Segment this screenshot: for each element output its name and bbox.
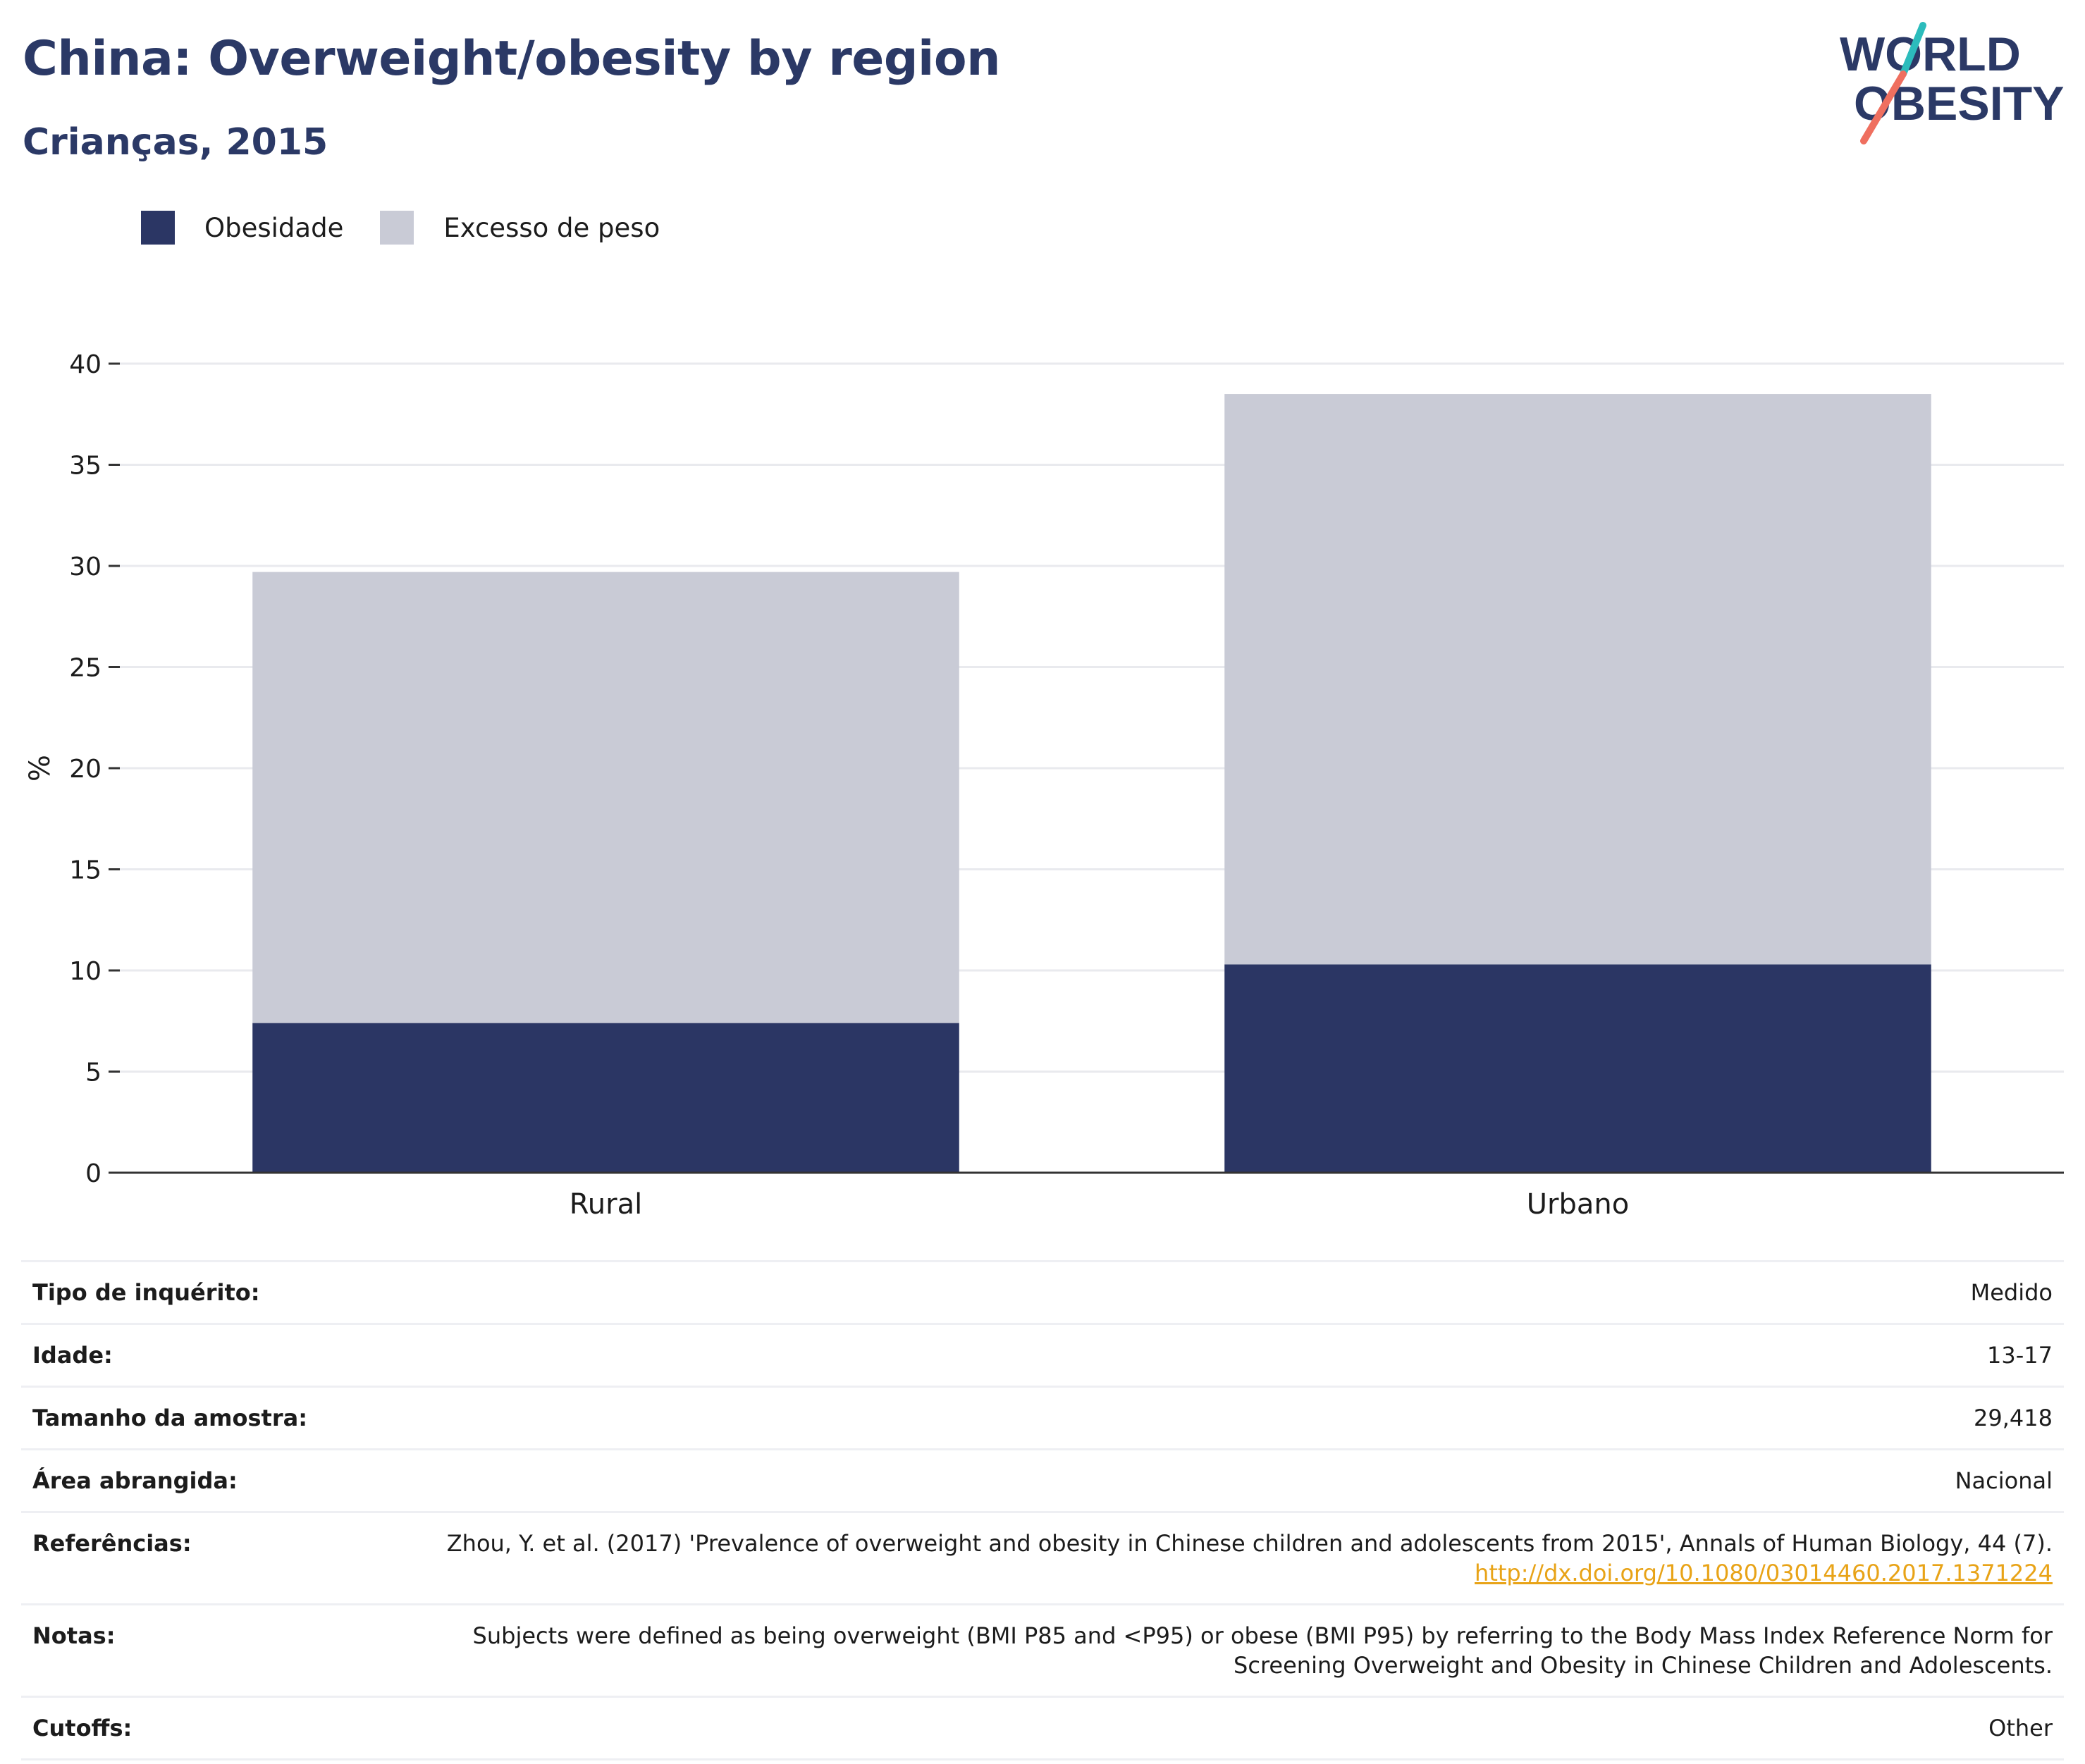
y-tick-label: 15 [69,856,102,885]
bar-obesity [1224,964,1931,1173]
meta-row-area: Área abrangida: Nacional [21,1448,2064,1512]
chart-legend: Obesidade Excesso de peso [141,208,696,247]
reference-doi-link[interactable]: http://dx.doi.org/10.1080/03014460.2017.… [1475,1560,2053,1586]
y-tick-label: 25 [69,654,102,683]
bar-overweight [252,572,959,1023]
meta-label: Cutoffs: [21,1696,410,1760]
legend-label-overweight: Excesso de peso [443,212,660,243]
reference-text: Zhou, Y. et al. (2017) 'Prevalence of ov… [446,1530,2053,1557]
meta-label: Idade: [21,1323,410,1387]
meta-value: 29,418 [410,1386,2064,1450]
meta-value: Other [410,1696,2064,1760]
meta-row-age: Idade: 13-17 [21,1323,2064,1387]
meta-value: Zhou, Y. et al. (2017) 'Prevalence of ov… [410,1511,2064,1605]
meta-value: Medido [410,1260,2064,1324]
meta-label: Área abrangida: [21,1448,410,1512]
meta-value: 13-17 [410,1323,2064,1387]
meta-row-sample-size: Tamanho da amostra: 29,418 [21,1386,2064,1450]
y-tick-label: 0 [85,1159,102,1188]
bar-obesity [252,1023,959,1173]
y-axis-label: % [24,755,56,782]
bar-overweight [1224,394,1931,965]
meta-row-notes: Notas: Subjects were defined as being ov… [21,1603,2064,1697]
y-tick-label: 35 [69,452,102,481]
meta-row-references: Referências: Zhou, Y. et al. (2017) 'Pre… [21,1511,2064,1605]
chart-title: China: Overweight/obesity by region [23,31,1001,87]
y-tick-label: 20 [69,755,102,784]
logo-line1: WORLD [1840,27,2021,81]
legend-swatch-obesity [141,211,175,245]
bar-chart: 0 5 10 15 20 25 30 35 40% Rural Urbano [24,350,2064,1221]
legend-item-obesity: Obesidade [141,211,343,245]
y-tick-label: 40 [69,350,102,379]
y-tick-label: 10 [69,957,102,986]
legend-item-overweight: Excesso de peso [380,211,660,245]
y-tick-label: 5 [85,1059,102,1087]
logo-slash-coral [1860,70,1907,144]
legend-label-obesity: Obesidade [204,212,344,243]
survey-metadata-table: Tipo de inquérito: Medido Idade: 13-17 T… [21,1260,2064,1760]
x-tick-label: Rural [570,1188,642,1221]
meta-value: Nacional [410,1448,2064,1512]
meta-label: Notas: [21,1603,410,1697]
y-tick-label: 30 [69,553,102,581]
world-obesity-logo: WORLD OBESITY [1840,22,2065,144]
meta-row-survey-type: Tipo de inquérito: Medido [21,1260,2064,1324]
meta-label: Tamanho da amostra: [21,1386,410,1450]
logo-slash-teal [1900,22,1926,78]
meta-label: Tipo de inquérito: [21,1260,410,1324]
x-tick-label: Urbano [1527,1188,1629,1221]
legend-swatch-overweight [380,211,414,245]
meta-label: Referências: [21,1511,410,1605]
meta-row-cutoffs: Cutoffs: Other [21,1696,2064,1760]
chart-subtitle: Crianças, 2015 [23,121,328,164]
meta-value: Subjects were defined as being overweigh… [410,1603,2064,1697]
